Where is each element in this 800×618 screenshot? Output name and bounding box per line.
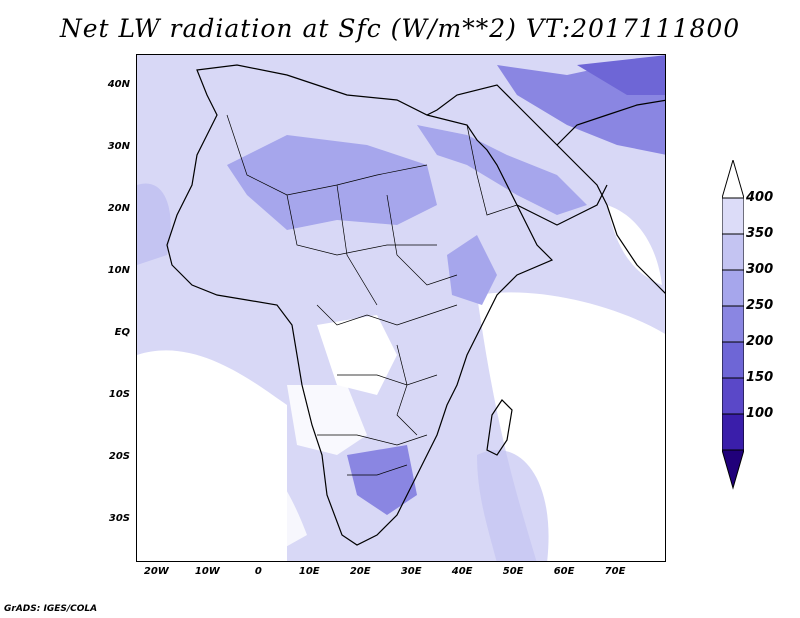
high-value-middle-east (417, 125, 587, 215)
latitude-tick-label: 40N (107, 78, 130, 90)
latitude-tick-label: 10N (107, 264, 130, 276)
map-canvas (137, 55, 665, 561)
latitude-tick-label: EQ (114, 326, 130, 338)
coastlines (166, 64, 665, 546)
latitude-tick-label: 30S (108, 512, 130, 524)
moderate-patch-west-atlantic (137, 183, 171, 265)
high-value-kalahari (347, 445, 417, 515)
colorbar-tick-label: 250 (746, 298, 774, 313)
colorbar-tick-label: 350 (746, 226, 774, 241)
colorbar-segment (722, 413, 744, 451)
very-high-value-tibet (577, 55, 665, 95)
colorbar-segment (722, 197, 744, 235)
longitude-tick-label: 0 (254, 566, 262, 577)
colorbar-segment (722, 377, 744, 415)
colorbar-segment (722, 305, 744, 343)
colorbar (722, 160, 744, 490)
colorbar-bottom-arrow (722, 449, 744, 490)
longitude-tick-label: 30E (400, 566, 422, 577)
longitude-tick-label: 60E (553, 566, 575, 577)
longitude-tick-label: 20W (143, 566, 169, 577)
high-value-sahara (227, 135, 437, 230)
latitude-tick-label: 20S (108, 450, 130, 462)
longitude-tick-label: 10E (298, 566, 320, 577)
longitude-tick-label: 50E (502, 566, 524, 577)
low-value-patch-south-atlantic (167, 415, 307, 561)
low-value-angola (287, 385, 367, 455)
longitude-tick-label: 20E (349, 566, 371, 577)
latitude-tick-label: 30N (107, 140, 130, 152)
colorbar-tick-label: 300 (746, 262, 774, 277)
colorbar-tick-label: 400 (746, 190, 774, 205)
map-panel (136, 54, 666, 562)
longitude-tick-label: 40E (451, 566, 473, 577)
colorbar-tick-label: 150 (746, 370, 774, 385)
longitude-tick-label: 70E (604, 566, 626, 577)
latitude-tick-label: 20N (107, 202, 130, 214)
colorbar-segment (722, 341, 744, 379)
map-title: Net LW radiation at Sfc (W/m**2) VT:2017… (59, 14, 741, 43)
moderate-patch-madagascar-south (477, 450, 549, 561)
colorbar-segment (722, 233, 744, 271)
country-borders (226, 114, 518, 476)
colorbar-tick-label: 100 (746, 406, 774, 421)
high-value-horn (447, 235, 497, 305)
colorbar-tick-label: 200 (746, 334, 774, 349)
latitude-tick-label: 10S (108, 388, 130, 400)
footer-credit: GrADS: IGES/COLA (4, 604, 98, 614)
colorbar-top-arrow (722, 160, 744, 199)
longitude-tick-label: 10W (194, 566, 220, 577)
low-value-patch-india (607, 205, 662, 285)
colorbar-segment (722, 269, 744, 307)
